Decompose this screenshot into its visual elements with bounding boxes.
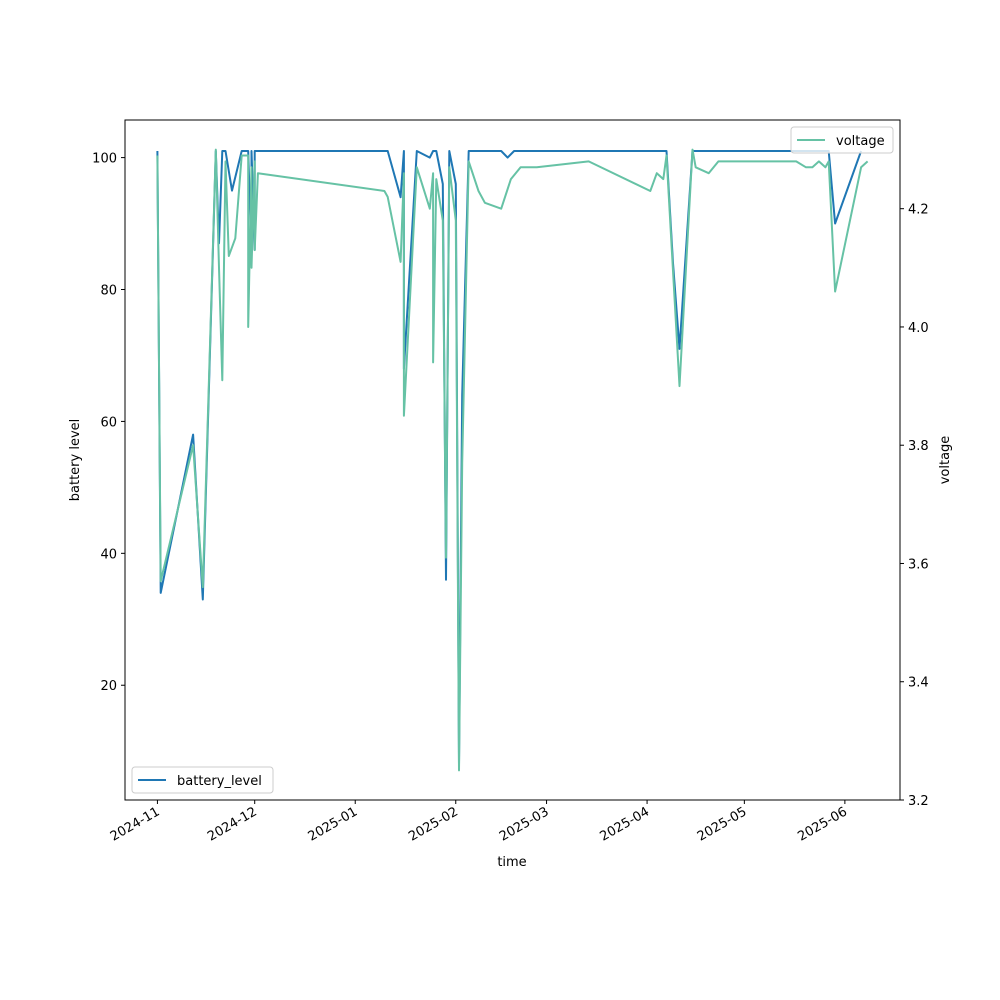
legend-voltage: voltage	[790, 126, 894, 154]
y-axis-label-right: voltage	[938, 436, 953, 485]
series-line-battery-level	[156, 150, 863, 766]
y-tick-label-left: 20	[100, 679, 117, 694]
y-tick-label-left: 60	[100, 415, 117, 430]
y-tick-label-right: 3.6	[908, 557, 929, 572]
y-tick-label-right: 3.8	[908, 439, 929, 454]
series-line-voltage	[156, 148, 869, 772]
y-tick-label-right: 4.0	[908, 321, 929, 336]
legend-box	[790, 126, 894, 154]
y-tick-label-right: 3.4	[908, 676, 929, 691]
y-tick-label-right: 3.2	[908, 794, 929, 809]
y-tick-label-left: 100	[92, 152, 117, 167]
plot-frame	[124, 119, 901, 801]
y-tick-label-left: 80	[100, 284, 117, 299]
legend-box	[131, 766, 274, 794]
legend-label-voltage: voltage	[836, 134, 885, 149]
legend-battery-level: battery_level	[131, 766, 274, 794]
x-axis-label: time	[497, 855, 526, 870]
legend-label-battery-level: battery_level	[177, 774, 262, 789]
y-tick-label-left: 40	[100, 547, 117, 562]
series-layer	[156, 148, 869, 772]
y-axis-label-left: battery level	[68, 419, 83, 502]
y-tick-label-right: 4.2	[908, 203, 929, 218]
